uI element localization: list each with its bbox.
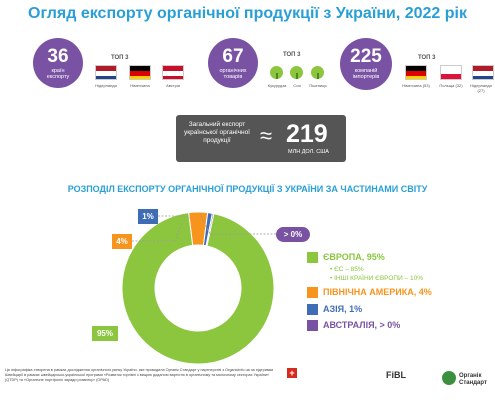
leader-asia xyxy=(158,215,191,219)
flag-netherlands-icon xyxy=(95,65,117,80)
top-importer-2: Польща (32) xyxy=(439,83,463,88)
importers-stat-circle: 225 компаній імпортерів xyxy=(340,38,392,90)
flag-germany-importer-icon xyxy=(405,65,427,80)
slice-europe xyxy=(121,212,275,365)
slice-australia xyxy=(205,212,215,247)
total-export-label: Загальний експорт української органічної… xyxy=(183,121,250,144)
legend-north-america-marker xyxy=(307,287,318,298)
goods-stat-circle: 67 органічних товарів xyxy=(208,38,258,88)
wheat-icon xyxy=(311,66,324,79)
flag-poland-icon xyxy=(440,65,462,80)
legend-north-america: ПІВНІЧНА АМЕРИКА, 4% xyxy=(323,287,432,297)
importers-value: 225 xyxy=(350,46,382,67)
organic-standard-logo: Органік Стандарт xyxy=(459,373,487,386)
page-title: Огляд експорту органічної продукції з Ук… xyxy=(28,5,467,22)
top-good-1: Кукурудза xyxy=(267,83,287,88)
approx-sign: ≈ xyxy=(260,123,273,148)
legend-australia: АВСТРАЛІЯ, > 0% xyxy=(323,320,401,330)
flag-netherlands-importer-icon xyxy=(472,65,494,80)
slice-asia xyxy=(202,212,213,247)
leader-australia xyxy=(199,213,276,235)
legend-other-europe-text: ІНШІ КРАЇНИ ЄВРОПИ – 10% xyxy=(334,275,423,282)
top-country-3: Австрія xyxy=(166,83,180,88)
top3-goods-label: ТОП 3 xyxy=(283,52,301,58)
top3-importers-label: ТОП 3 xyxy=(418,55,436,61)
soy-icon xyxy=(290,66,303,79)
countries-value: 36 xyxy=(47,46,69,67)
top-importer-3: Нідерланди (27) xyxy=(470,83,492,93)
chart-title: РОЗПОДІЛ ЕКСПОРТУ ОРГАНІЧНОЇ ПРОДУКЦІЇ З… xyxy=(67,184,428,194)
top-good-2: Соя xyxy=(293,83,301,88)
countries-stat-circle: 36 країн експорту xyxy=(33,38,83,88)
footer-note: Ця інфографіка створена в рамках дослідж… xyxy=(5,368,274,382)
legend-europe: ЄВРОПА, 95% xyxy=(323,252,385,262)
top-country-2: Німеччина xyxy=(130,83,150,88)
leader-north-america xyxy=(132,221,183,242)
total-export-unit: МЛН ДОЛ. США xyxy=(288,149,329,155)
importers-label: компаній імпортерів xyxy=(352,68,380,80)
goods-label: органічних товарів xyxy=(219,68,247,80)
top-importer-1: Німеччина (53) xyxy=(402,83,430,88)
organic-standard-logo-icon xyxy=(442,371,456,385)
top-country-1: Нідерланди xyxy=(95,83,117,88)
label-australia: > 0% xyxy=(276,227,310,242)
slice-north-america xyxy=(188,211,209,246)
swiss-logo-icon: + xyxy=(287,368,297,378)
label-asia: 1% xyxy=(138,209,158,224)
corn-icon xyxy=(270,66,283,79)
flag-germany-icon xyxy=(129,65,151,80)
fibl-logo: FiBL xyxy=(386,370,406,380)
legend-asia-marker xyxy=(307,304,318,315)
total-export-box: Загальний експорт української органічної… xyxy=(176,115,346,162)
label-europe: 95% xyxy=(92,326,118,341)
goods-value: 67 xyxy=(222,46,244,67)
legend-eu-text: ЄС – 85% xyxy=(334,266,364,273)
flag-austria-icon xyxy=(162,65,184,80)
top3-countries-label: ТОП 3 xyxy=(111,55,129,61)
legend-europe-marker xyxy=(307,252,318,263)
total-export-value: 219 xyxy=(286,120,328,148)
legend-eu: • ЄС – 85% xyxy=(330,266,364,273)
legend-australia-marker xyxy=(307,320,318,331)
label-north-america: 4% xyxy=(112,234,132,249)
legend-asia: АЗІЯ, 1% xyxy=(323,304,363,314)
legend-other-europe: • ІНШІ КРАЇНИ ЄВРОПИ – 10% xyxy=(330,275,423,282)
countries-label: країн експорту xyxy=(46,68,70,80)
top-good-3: Пшениця xyxy=(309,83,327,88)
